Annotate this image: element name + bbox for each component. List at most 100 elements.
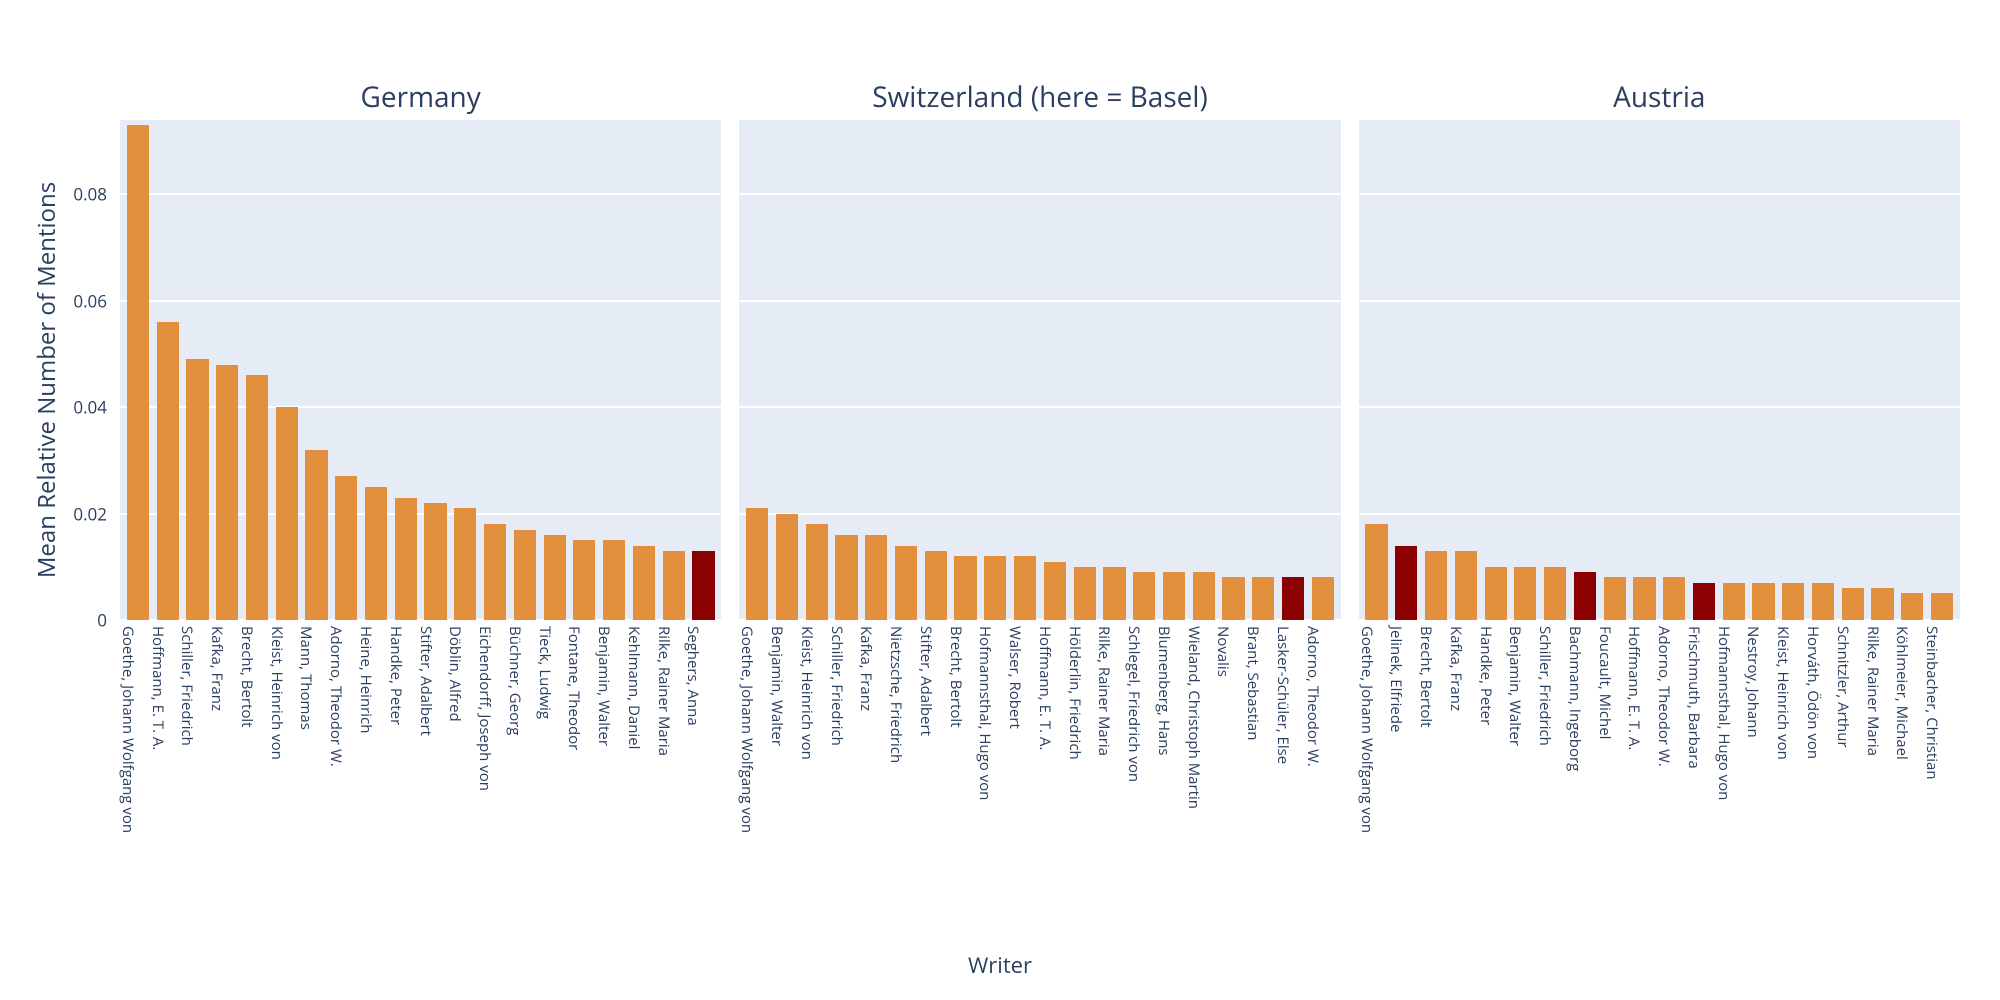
- x-tick-label: Brecht, Bertolt: [1416, 626, 1436, 728]
- bar: [1312, 577, 1334, 620]
- x-tick-label: Foucault, Michel: [1595, 626, 1615, 739]
- bar: [305, 450, 327, 620]
- bar-slot: [1779, 120, 1807, 620]
- bar: [692, 551, 714, 620]
- bar: [1455, 551, 1477, 620]
- bar: [573, 540, 595, 620]
- bar: [1514, 567, 1536, 620]
- bar-slot: [273, 120, 301, 620]
- bar: [1395, 546, 1417, 620]
- bar-slot: [833, 120, 861, 620]
- bar-slot: [773, 120, 801, 620]
- bar: [1163, 572, 1185, 620]
- bar: [1752, 583, 1774, 620]
- x-tick-label: Goethe, Johann Wolfgang von: [737, 626, 757, 833]
- x-tick-label: Kafka, Franz: [207, 626, 227, 711]
- bar: [1782, 583, 1804, 620]
- bar: [216, 365, 238, 620]
- x-tick-label: Handke, Peter: [1476, 626, 1496, 725]
- x-tick-label: Schnitzler, Arthur: [1833, 626, 1853, 748]
- bar: [276, 407, 298, 620]
- panel-title: Switzerland (here = Basel): [872, 78, 1208, 116]
- x-tick-label: Hofmannsthal, Hugo von: [975, 626, 995, 800]
- bar-slot: [570, 120, 598, 620]
- bar-slot: [481, 120, 509, 620]
- bar: [954, 556, 976, 620]
- bar: [1574, 572, 1596, 620]
- bar: [746, 508, 768, 620]
- x-tick-label: Rilke, Rainer Maria: [654, 626, 674, 756]
- x-tick-label: Seghers, Anna: [683, 626, 703, 726]
- x-tick-label: Mann, Thomas: [296, 626, 316, 730]
- bar: [925, 551, 947, 620]
- bar: [865, 535, 887, 620]
- bar: [1812, 583, 1834, 620]
- x-tick-label: Kehlmann, Daniel: [624, 626, 644, 749]
- x-tick-label: Schiller, Friedrich: [827, 626, 847, 746]
- bar-slot: [1041, 120, 1069, 620]
- bar: [1252, 577, 1274, 620]
- panel-title: Austria: [1613, 78, 1705, 116]
- bar-slot: [1011, 120, 1039, 620]
- bar-slot: [511, 120, 539, 620]
- bar-slot: [332, 120, 360, 620]
- bar-slot: [1690, 120, 1718, 620]
- bar: [984, 556, 1006, 620]
- y-tick-label: 0: [52, 609, 107, 632]
- bar-slot: [243, 120, 271, 620]
- bar: [1282, 577, 1304, 620]
- figure: Mean Relative Number of Mentions Writer …: [0, 0, 2000, 1000]
- bar-slot: [660, 120, 688, 620]
- x-tick-label: Brecht, Bertolt: [237, 626, 257, 728]
- bar: [544, 535, 566, 620]
- bar-slot: [1452, 120, 1480, 620]
- bar-slot: [1720, 120, 1748, 620]
- x-tick-label: Benjamin, Walter: [767, 626, 787, 746]
- bar-slot: [392, 120, 420, 620]
- bar: [424, 503, 446, 620]
- bar-slot: [1130, 120, 1158, 620]
- bar: [633, 546, 655, 620]
- x-tick-label: Rilke, Rainer Maria: [1094, 626, 1114, 756]
- bar-slot: [1220, 120, 1248, 620]
- x-tick-label: Stifter, Adalbert: [916, 626, 936, 736]
- x-tick-label: Schiller, Friedrich: [1535, 626, 1555, 746]
- x-tick-label: Hoffmann, E. T. A.: [1035, 626, 1055, 750]
- bar-slot: [1160, 120, 1188, 620]
- bar-slot: [1363, 120, 1391, 620]
- x-tick-label: Kleist, Heinrich von: [1773, 626, 1793, 760]
- x-tick-label: Döblin, Alfred: [445, 626, 465, 722]
- bar-slot: [1660, 120, 1688, 620]
- x-tick-label: Lasker-Schüler, Else: [1273, 626, 1293, 764]
- bar: [454, 508, 476, 620]
- bar: [1222, 577, 1244, 620]
- bar-slot: [184, 120, 212, 620]
- bar-slot: [1279, 120, 1307, 620]
- y-tick-label: 0.06: [52, 289, 107, 312]
- bar-slot: [1750, 120, 1778, 620]
- bar: [1723, 583, 1745, 620]
- x-tick-label: Adorno, Theodor W.: [1303, 626, 1323, 767]
- bar-slot: [600, 120, 628, 620]
- x-tick-label: Nestroy, Johann: [1743, 626, 1763, 738]
- panel: GermanyGoethe, Johann Wolfgang vonHoffma…: [120, 120, 721, 620]
- bar-slot: [1101, 120, 1129, 620]
- bar-slot: [362, 120, 390, 620]
- bar-slot: [803, 120, 831, 620]
- plot-area: [120, 120, 721, 620]
- bar: [1663, 577, 1685, 620]
- x-tick-label: Kleist, Heinrich von: [797, 626, 817, 760]
- bars: [120, 120, 721, 620]
- x-tick-label: Goethe, Johann Wolfgang von: [1357, 626, 1377, 833]
- x-tick-label: Walser, Robert: [1005, 626, 1025, 729]
- x-tick-label: Köhlmeier, Michael: [1892, 626, 1912, 760]
- x-tick-label: Nietzsche, Friedrich: [886, 626, 906, 763]
- bar: [1604, 577, 1626, 620]
- bar: [1103, 567, 1125, 620]
- bar-slot: [981, 120, 1009, 620]
- bar-slot: [1631, 120, 1659, 620]
- bar-slot: [1839, 120, 1867, 620]
- x-tick-label: Schlegel, Friedrich von: [1124, 626, 1144, 782]
- bar: [1485, 567, 1507, 620]
- x-tick-label: Hoffmann, E. T. A.: [1624, 626, 1644, 750]
